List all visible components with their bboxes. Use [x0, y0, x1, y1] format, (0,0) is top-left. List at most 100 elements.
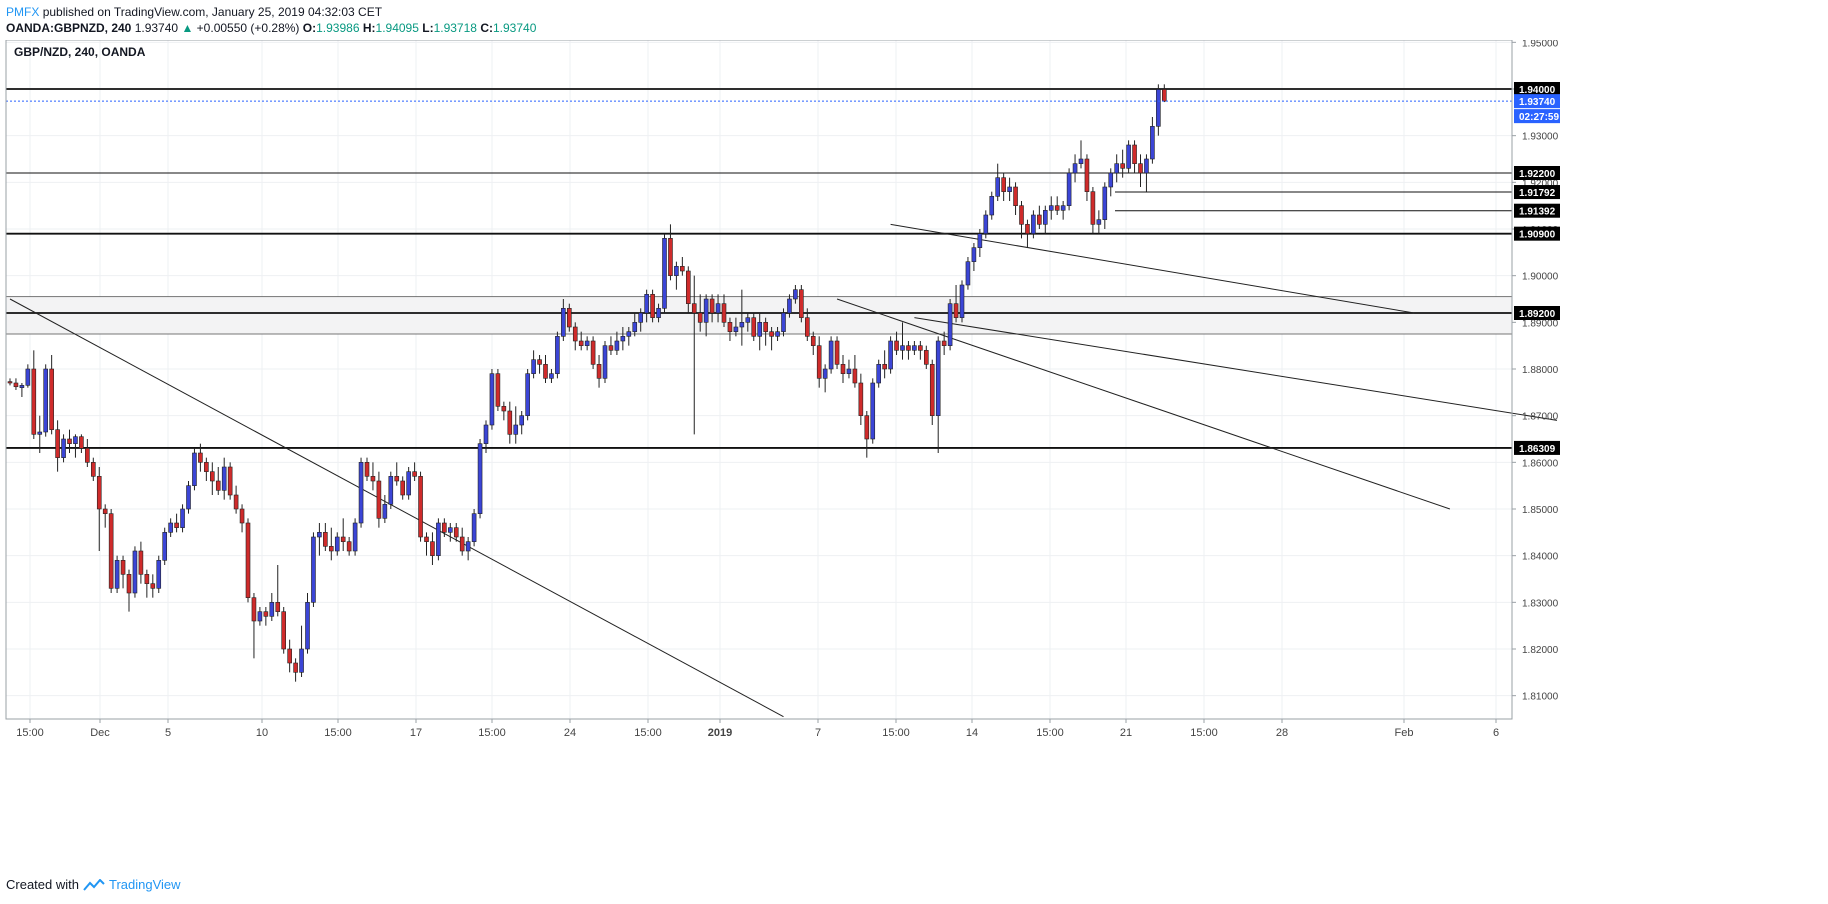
candle-body: [555, 336, 560, 374]
candle-body: [644, 294, 649, 314]
candle-body: [947, 303, 953, 346]
candle-body: [852, 368, 858, 384]
x-tick-label: 14: [966, 727, 978, 739]
time-axis[interactable]: 15:00 Dec 5 10 15:00 17 15:00 24 15:00 2019 7 15:00…: [16, 719, 1499, 739]
candle-body: [602, 345, 608, 379]
candle-body: [858, 382, 864, 416]
close-label: C:: [480, 21, 493, 35]
candle-body: [1054, 205, 1060, 211]
candle-body: [882, 364, 887, 370]
candle-body: [120, 560, 126, 575]
candle-body: [590, 340, 596, 365]
created-with-text: Created with: [6, 877, 79, 892]
candle-body: [810, 336, 816, 346]
trendline: [914, 317, 1558, 421]
candle-body: [703, 298, 709, 323]
level-tag: 1.89200: [1514, 306, 1560, 320]
candlestick-chart[interactable]: GBP/NZD, 240, OANDA 1.95000 1.94000 1.9300…: [0, 40, 1828, 870]
candle-body: [799, 289, 804, 318]
x-tick-label: 5: [165, 727, 171, 739]
candle-body: [977, 233, 983, 248]
candle-body: [650, 294, 655, 318]
level-tag: 1.91392: [1514, 203, 1560, 218]
candle-body: [685, 270, 691, 304]
open-value: 1.93986: [316, 21, 360, 35]
candle-body: [269, 602, 275, 617]
price-axis[interactable]: 1.950001.940001.930001.920001.910001.900…: [1512, 40, 1559, 703]
candle-body: [1031, 214, 1036, 234]
publisher-name[interactable]: PMFX: [6, 5, 40, 19]
countdown-tag-bg: [1514, 109, 1560, 124]
candle-body: [1114, 163, 1119, 174]
level-tag-text: 1.91792: [1519, 188, 1556, 199]
y-tick-label: 1.95000: [1522, 40, 1559, 49]
candle-body: [263, 611, 269, 617]
footer: Created with TradingView: [6, 876, 181, 894]
candle-body: [757, 322, 763, 337]
x-tick-label: 7: [815, 727, 821, 739]
candle-body: [49, 368, 54, 430]
candle-body: [608, 345, 614, 351]
candle-body: [638, 312, 644, 323]
y-tick-label: 1.86000: [1522, 458, 1559, 469]
y-tick-label: 1.87000: [1522, 412, 1559, 423]
current-price-tag-bg: [1514, 94, 1560, 109]
candle-body: [876, 364, 882, 384]
candle-body: [846, 368, 852, 374]
candle-body: [13, 382, 19, 388]
candle-body: [1144, 158, 1149, 174]
candle-body: [73, 436, 78, 444]
candle-body: [186, 485, 191, 510]
candle-body: [227, 466, 233, 496]
level-tag: 1.92200: [1514, 166, 1560, 180]
candle-body: [578, 340, 584, 346]
published-text: published on TradingView.com, January 25…: [42, 5, 383, 19]
candle-body: [668, 238, 673, 276]
candle-body: [513, 424, 519, 435]
candle-body: [102, 508, 108, 514]
candle-body: [85, 448, 90, 463]
level-tag: 1.86309: [1514, 440, 1560, 455]
candle-body: [1001, 177, 1006, 192]
y-tick-label: 1.88000: [1522, 365, 1559, 376]
candle-body: [1007, 186, 1012, 192]
candle-body: [233, 494, 239, 510]
candle-body: [834, 340, 840, 365]
candle-body: [989, 196, 995, 216]
candle-body: [459, 536, 465, 552]
candle-body: [436, 522, 441, 556]
candle-body: [1102, 186, 1108, 220]
candle-body: [781, 312, 786, 332]
candle-body: [418, 476, 423, 538]
candle-body: [1156, 89, 1161, 127]
level-tag-bg: [1514, 203, 1560, 218]
candle-body: [447, 527, 453, 533]
level-tag-text: 1.91392: [1519, 207, 1556, 218]
candle-body: [715, 303, 721, 314]
current-price-tag-text: 1.93740: [1519, 97, 1556, 108]
candle-body: [1060, 205, 1066, 211]
candle-body: [1037, 214, 1042, 225]
candle-body: [697, 312, 703, 323]
candle-body: [281, 611, 287, 650]
candle-body: [870, 382, 876, 440]
price-tags: 1.94000 1.92200 1.91792 1.91392 1.90900 1.892…: [1514, 82, 1560, 455]
tradingview-link[interactable]: TradingView: [108, 877, 181, 892]
candle-body: [1150, 126, 1155, 160]
low-value: 1.93718: [433, 21, 477, 35]
candle-body: [287, 648, 292, 664]
candle-body: [323, 532, 328, 547]
candle-body: [19, 385, 25, 388]
candle-body: [144, 574, 150, 584]
candle-body: [721, 303, 727, 323]
y-tick-label: 1.90000: [1522, 272, 1559, 283]
candle-body: [275, 602, 281, 612]
chart-frame: [5, 40, 1513, 720]
candle-body: [912, 345, 917, 351]
candle-body: [614, 340, 620, 351]
candle-body: [709, 298, 715, 314]
candle-body: [1025, 224, 1030, 234]
candle-body: [114, 560, 120, 589]
candle-body: [61, 438, 66, 458]
level-tag: 1.94000: [1514, 82, 1560, 96]
